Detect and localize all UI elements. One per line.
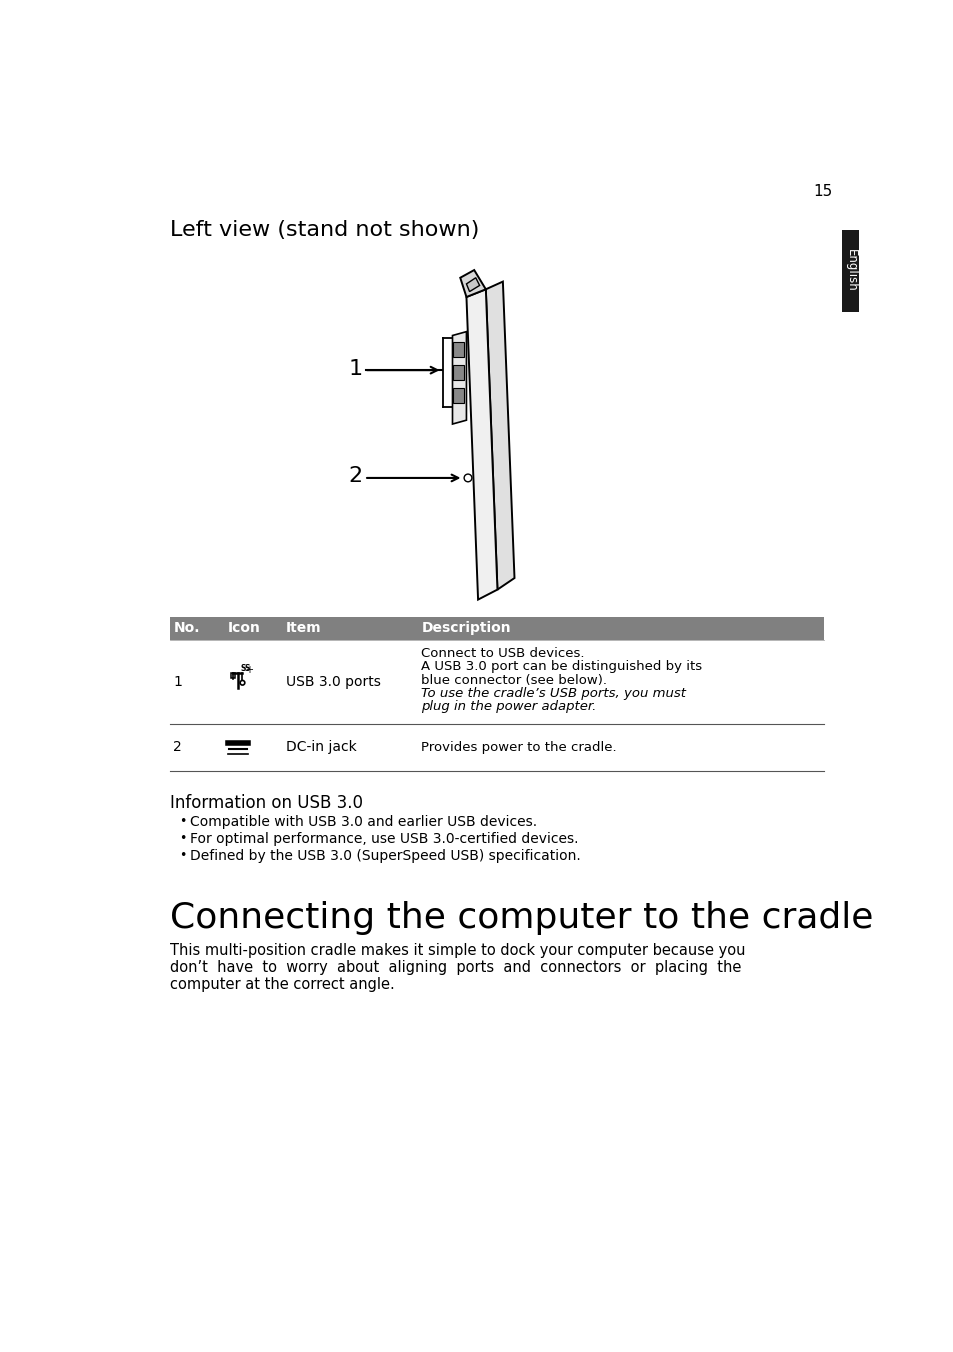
Text: A USB 3.0 port can be distinguished by its: A USB 3.0 port can be distinguished by i… [421,660,702,673]
Text: +: + [245,665,253,675]
Text: Defined by the USB 3.0 (SuperSpeed USB) specification.: Defined by the USB 3.0 (SuperSpeed USB) … [190,849,580,863]
Text: SS: SS [241,664,251,673]
Text: To use the cradle’s USB ports, you must: To use the cradle’s USB ports, you must [421,687,686,699]
Text: don’t  have  to  worry  about  aligning  ports  and  connectors  or  placing  th: don’t have to worry about aligning ports… [170,960,740,975]
Text: Compatible with USB 3.0 and earlier USB devices.: Compatible with USB 3.0 and earlier USB … [190,815,537,829]
Text: Icon: Icon [228,621,260,635]
Text: English: English [844,249,858,292]
Text: 1: 1 [348,358,362,379]
Text: Item: Item [286,621,321,635]
Text: DC-in jack: DC-in jack [286,741,356,754]
Text: No.: No. [173,621,200,635]
Bar [231,673,235,679]
Polygon shape [466,277,479,292]
Text: blue connector (see below).: blue connector (see below). [421,673,607,687]
Text: This multi-position cradle makes it simple to dock your computer because you: This multi-position cradle makes it simp… [170,944,744,959]
Polygon shape [452,331,466,425]
Bar [453,388,464,403]
Circle shape [464,475,472,481]
Text: For optimal performance, use USB 3.0-certified devices.: For optimal performance, use USB 3.0-cer… [190,831,578,846]
Text: Provides power to the cradle.: Provides power to the cradle. [421,741,617,754]
Text: plug in the power adapter.: plug in the power adapter. [421,700,597,713]
Text: •: • [179,815,186,829]
Text: USB 3.0 ports: USB 3.0 ports [286,675,380,690]
Text: Left view (stand not shown): Left view (stand not shown) [170,220,478,241]
Text: 15: 15 [812,184,831,199]
Bar [841,230,858,312]
Polygon shape [485,281,514,589]
Text: 1: 1 [173,675,182,690]
Text: 2: 2 [348,466,362,487]
Polygon shape [466,289,497,599]
Text: computer at the correct angle.: computer at the correct angle. [170,977,394,992]
Text: Information on USB 3.0: Information on USB 3.0 [170,794,362,811]
Text: Connecting the computer to the cradle: Connecting the computer to the cradle [170,900,872,934]
Text: Description: Description [421,621,511,635]
Text: •: • [179,831,186,845]
Bar [453,342,464,357]
Text: •: • [179,849,186,863]
Bar [453,365,464,380]
Bar [170,617,823,639]
Polygon shape [459,270,485,297]
Text: Connect to USB devices.: Connect to USB devices. [421,648,584,660]
Text: 2: 2 [173,741,182,754]
